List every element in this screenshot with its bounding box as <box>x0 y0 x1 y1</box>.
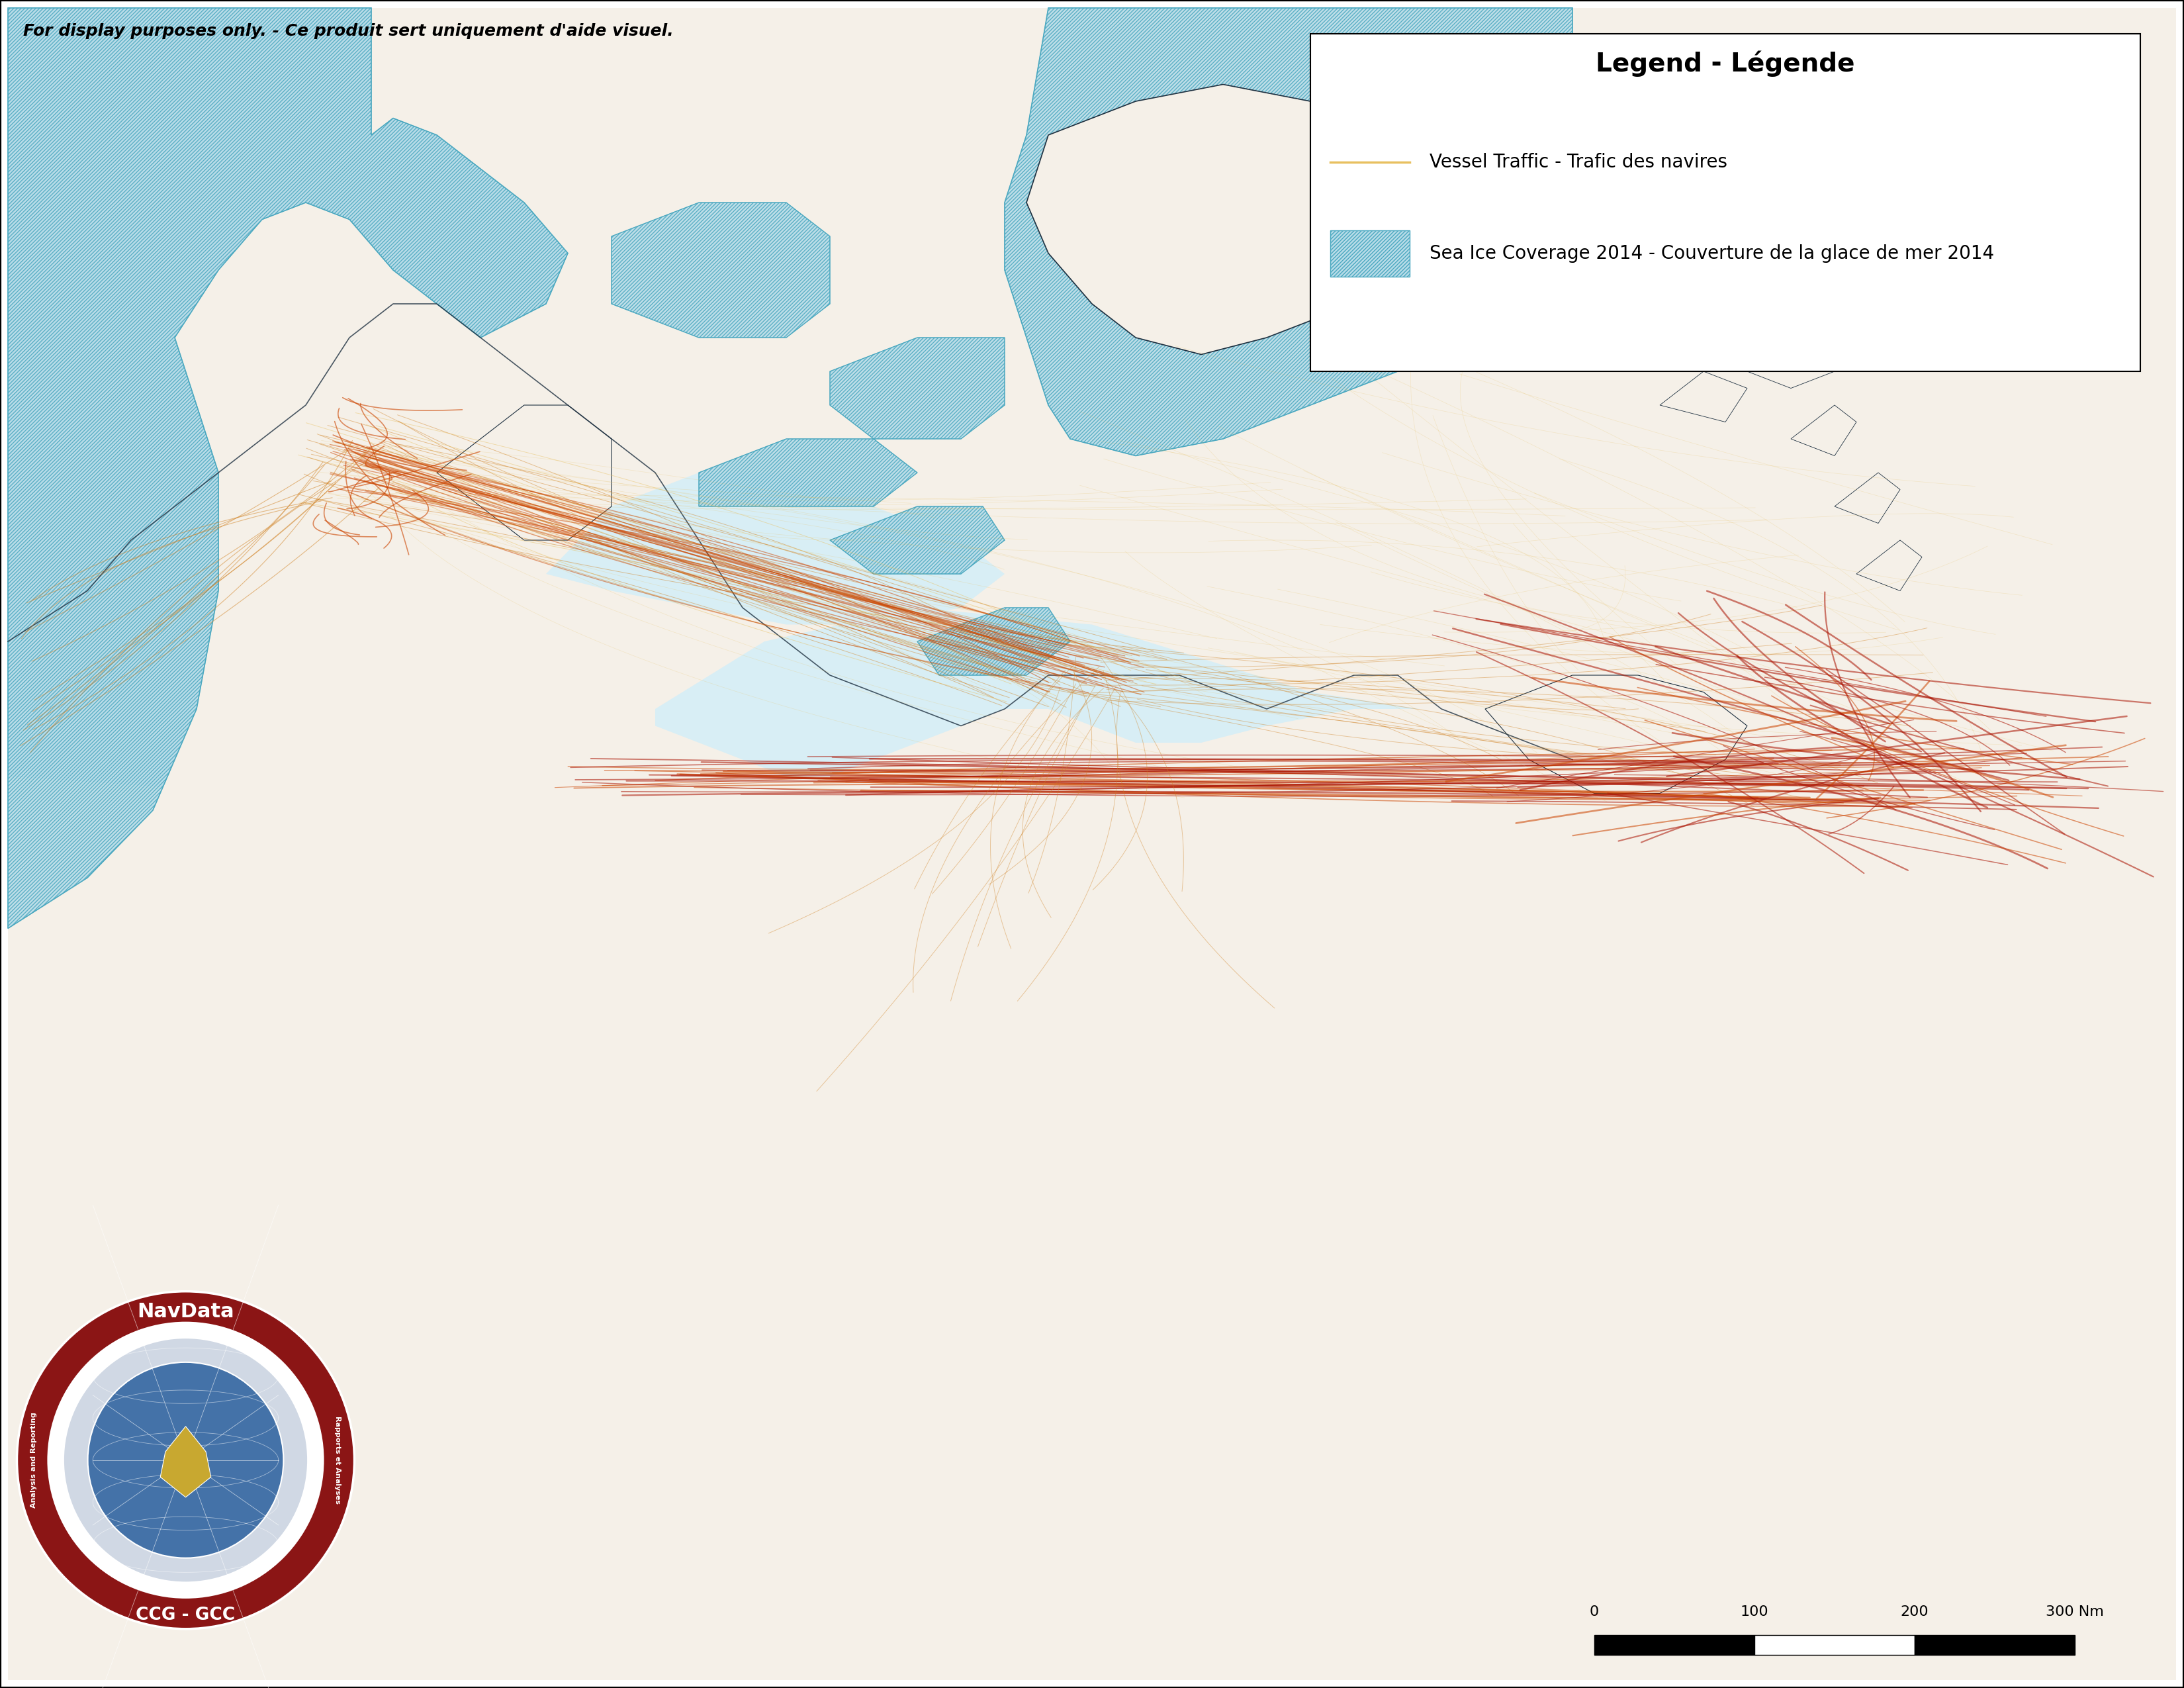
Circle shape <box>48 1322 323 1599</box>
Polygon shape <box>830 338 1005 439</box>
Circle shape <box>17 1291 354 1629</box>
Bar <box>1594 1636 1754 1654</box>
Polygon shape <box>1201 1013 1267 1080</box>
Bar <box>1310 34 2140 371</box>
Text: 300 Nm: 300 Nm <box>2046 1605 2103 1619</box>
Polygon shape <box>546 473 1005 625</box>
Polygon shape <box>1463 68 1616 236</box>
Text: 100: 100 <box>1741 1605 1769 1619</box>
Polygon shape <box>175 1283 437 1384</box>
Polygon shape <box>764 1283 852 1334</box>
Text: Analysis and Reporting: Analysis and Reporting <box>31 1413 37 1507</box>
Text: Legend - Légende: Legend - Légende <box>1597 51 1854 76</box>
Text: NavData: NavData <box>138 1301 234 1322</box>
Text: 200: 200 <box>1900 1605 1928 1619</box>
Text: For display purposes only. - Ce produit sert uniquement d'aide visuel.: For display purposes only. - Ce produit … <box>24 24 673 39</box>
Text: Vessel Traffic - Trafic des navires: Vessel Traffic - Trafic des navires <box>1431 154 1728 170</box>
Bar <box>1330 231 1409 277</box>
Polygon shape <box>1791 405 1856 456</box>
Polygon shape <box>109 1047 393 1215</box>
Polygon shape <box>612 203 830 338</box>
Polygon shape <box>9 8 568 928</box>
Text: Sea Ice Coverage 2014 - Couverture de la glace de mer 2014: Sea Ice Coverage 2014 - Couverture de la… <box>1431 245 1994 263</box>
Text: Rapports et Analyses: Rapports et Analyses <box>334 1416 341 1504</box>
Bar <box>1754 1636 1915 1654</box>
Polygon shape <box>1310 1148 1398 1198</box>
Text: 0: 0 <box>1590 1605 1599 1619</box>
Polygon shape <box>393 1215 480 1266</box>
Polygon shape <box>1005 8 1572 456</box>
Polygon shape <box>480 1350 568 1401</box>
Polygon shape <box>1660 371 1747 422</box>
Polygon shape <box>1747 338 1835 388</box>
Polygon shape <box>917 608 1070 675</box>
Polygon shape <box>1026 84 1441 354</box>
Polygon shape <box>655 608 1572 895</box>
Circle shape <box>87 1362 284 1558</box>
Text: CCG - GCC: CCG - GCC <box>135 1607 236 1624</box>
Bar <box>1915 1636 2075 1654</box>
Polygon shape <box>1835 473 1900 523</box>
Polygon shape <box>9 709 2175 1680</box>
Polygon shape <box>546 1097 633 1148</box>
Polygon shape <box>9 8 568 928</box>
Bar <box>1330 231 1409 277</box>
Polygon shape <box>1092 1182 1179 1232</box>
Polygon shape <box>1485 945 1572 996</box>
Polygon shape <box>612 1182 699 1232</box>
Polygon shape <box>437 405 612 540</box>
Polygon shape <box>699 1013 786 1063</box>
Circle shape <box>63 1339 308 1582</box>
Polygon shape <box>1856 540 1922 591</box>
Polygon shape <box>961 1317 1048 1367</box>
Polygon shape <box>830 506 1005 574</box>
Polygon shape <box>159 1426 212 1497</box>
Polygon shape <box>874 1114 961 1165</box>
Polygon shape <box>699 439 917 506</box>
Polygon shape <box>1485 675 1747 793</box>
